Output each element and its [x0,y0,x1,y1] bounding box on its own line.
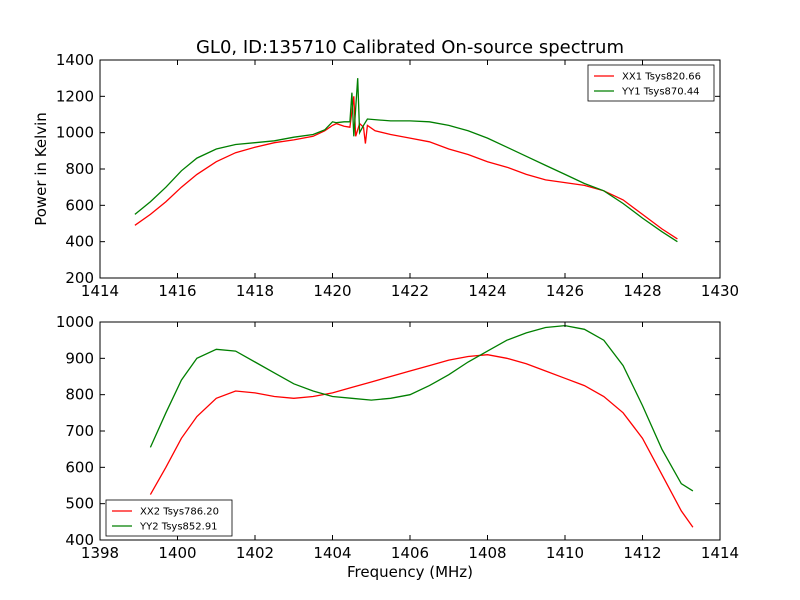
bottom-y-tick-label: 500 [65,495,94,513]
bottom-x-tick-label: 1414 [701,544,739,562]
top-x-tick-label: 1430 [701,282,739,300]
top-y-axis-label: Power in Kelvin [32,112,50,226]
top-legend-label-1: XX1 Tsys820.66 [622,72,701,83]
top-x-tick-label: 1428 [623,282,661,300]
top-y-tick-label: 1000 [56,124,94,142]
bottom-x-tick-label: 1408 [468,544,506,562]
top-y-tick-label: 400 [65,233,94,251]
top-y-tick-label: 1200 [56,87,94,105]
bottom-x-tick-label: 1402 [236,544,274,562]
bottom-x-tick-label: 1400 [158,544,196,562]
bottom-series-line-2 [149,324,694,492]
top-y-tick-label: 800 [65,160,94,178]
top-x-tick-label: 1418 [236,282,274,300]
bottom-y-tick-label: 600 [65,458,94,476]
top-legend: XX1 Tsys820.66 YY1 Tsys870.44 [587,64,715,102]
bottom-legend: XX2 Tsys786.20 YY2 Tsys852.91 [105,499,233,537]
top-x-tick-label: 1422 [391,282,429,300]
top-x-tick-label: 1414 [81,282,119,300]
top-x-tick-label: 1424 [468,282,506,300]
bottom-y-tick-label: 900 [65,349,94,367]
top-legend-label-2: YY1 Tsys870.44 [621,87,700,98]
bottom-series-line-1 [149,354,694,528]
top-y-tick-label: 600 [65,196,94,214]
top-x-tick-label: 1416 [158,282,196,300]
bottom-x-tick-label: 1410 [546,544,584,562]
chart-title: GL0, ID:135710 Calibrated On-source spec… [196,37,624,58]
top-y-tick-label: 1400 [56,51,94,69]
top-series-line-2 [134,78,678,243]
top-y-tick-label: 200 [65,269,94,287]
bottom-x-tick-label: 1398 [81,544,119,562]
bottom-y-tick-label: 700 [65,422,94,440]
bottom-y-tick-label: 800 [65,386,94,404]
bottom-x-tick-label: 1406 [391,544,429,562]
bottom-y-tick-label: 1000 [56,313,94,331]
bottom-x-tick-label: 1404 [313,544,351,562]
top-series-line-1 [134,96,678,240]
bottom-panel: 1398 1400 1402 1404 1406 1408 1410 1412 1414 400 5… [56,313,739,562]
top-x-tick-label: 1426 [546,282,584,300]
bottom-y-tick-label: 400 [65,531,94,549]
top-x-tick-label: 1420 [313,282,351,300]
bottom-x-axis-label: Frequency (MHz) [347,563,473,581]
bottom-legend-label-1: XX2 Tsys786.20 [140,507,219,518]
bottom-legend-label-2: YY2 Tsys852.91 [139,522,218,533]
top-panel: 1414 1416 1418 1420 1422 1424 1426 1428 1430 200 4… [56,51,739,300]
bottom-x-tick-label: 1412 [623,544,661,562]
